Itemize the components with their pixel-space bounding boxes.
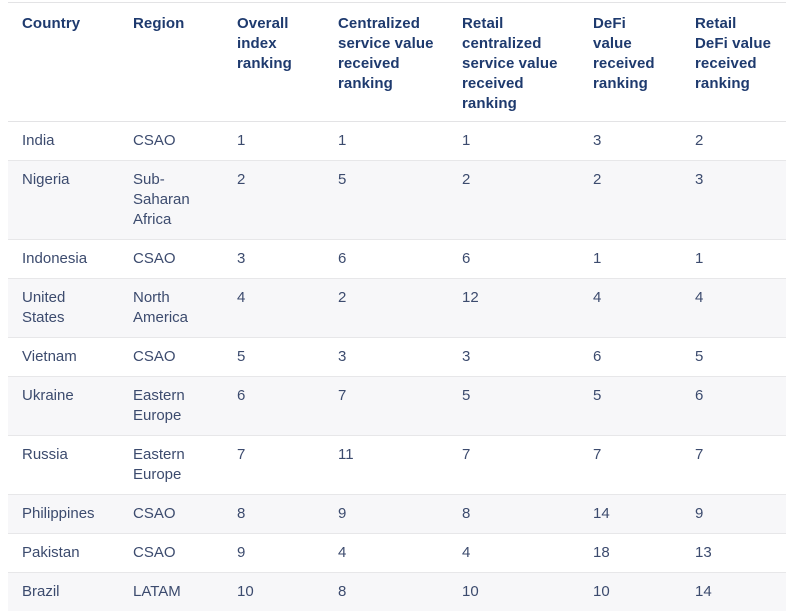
region-cell: CSAO xyxy=(133,505,176,522)
region-cell: LATAM xyxy=(133,583,181,600)
defi-value-ranking-cell: 7 xyxy=(593,446,602,463)
region-cell: CSAO xyxy=(133,348,176,365)
centralized-service-ranking-cell: 2 xyxy=(338,289,347,306)
country-cell: Brazil xyxy=(22,583,60,600)
defi-value-ranking-cell: 4 xyxy=(593,289,602,306)
country-cell: Ukraine xyxy=(22,387,74,404)
table-row-united-states: United States North America 4 2 12 4 4 xyxy=(8,278,786,338)
overall-index-ranking-cell: 1 xyxy=(237,132,246,149)
retail-centralized-ranking-cell: 1 xyxy=(462,132,471,149)
defi-value-ranking-cell: 1 xyxy=(593,250,602,267)
centralized-service-ranking-cell: 8 xyxy=(338,583,347,600)
defi-value-ranking-cell: 14 xyxy=(593,505,610,522)
header-row: Country Region Overall index ranking Cen… xyxy=(8,2,786,122)
region-cell: Eastern Europe xyxy=(133,446,185,483)
retail-centralized-ranking-cell: 7 xyxy=(462,446,471,463)
centralized-service-ranking-cell: 7 xyxy=(338,387,347,404)
retail-centralized-ranking-cell: 4 xyxy=(462,544,471,561)
centralized-service-ranking-cell: 11 xyxy=(338,446,354,463)
country-cell: Vietnam xyxy=(22,348,77,365)
country-cell: India xyxy=(22,132,55,149)
region-cell: CSAO xyxy=(133,544,176,561)
retail-centralized-ranking-cell: 3 xyxy=(462,348,471,365)
defi-value-ranking-cell: 10 xyxy=(593,583,610,600)
defi-value-ranking-cell: 6 xyxy=(593,348,602,365)
crypto-adoption-ranking-table: Country Region Overall index ranking Cen… xyxy=(8,2,786,611)
table-row-brazil: Brazil LATAM 10 8 10 10 14 xyxy=(8,572,786,611)
defi-value-ranking-cell: 3 xyxy=(593,132,602,149)
country-cell: Indonesia xyxy=(22,250,88,267)
table-row-ukraine: Ukraine Eastern Europe 6 7 5 5 6 xyxy=(8,376,786,436)
overall-index-ranking-cell: 8 xyxy=(237,505,246,522)
overall-index-ranking-cell: 9 xyxy=(237,544,246,561)
column-header-defi-value-received-ranking: DeFi value received ranking xyxy=(579,2,681,122)
retail-defi-ranking-cell: 14 xyxy=(695,583,712,600)
overall-index-ranking-cell: 2 xyxy=(237,171,246,188)
region-cell: Eastern Europe xyxy=(133,387,185,424)
retail-defi-ranking-cell: 13 xyxy=(695,544,712,561)
retail-centralized-ranking-cell: 5 xyxy=(462,387,471,404)
region-cell: CSAO xyxy=(133,132,176,149)
centralized-service-ranking-cell: 6 xyxy=(338,250,347,267)
centralized-service-ranking-cell: 4 xyxy=(338,544,347,561)
retail-defi-ranking-cell: 1 xyxy=(695,250,704,267)
retail-defi-ranking-cell: 9 xyxy=(695,505,704,522)
retail-centralized-ranking-cell: 8 xyxy=(462,505,471,522)
defi-value-ranking-cell: 2 xyxy=(593,171,602,188)
column-header-region: Region xyxy=(119,2,223,122)
country-cell: Philippines xyxy=(22,505,95,522)
retail-centralized-ranking-cell: 10 xyxy=(462,583,479,600)
table-row-philippines: Philippines CSAO 8 9 8 14 9 xyxy=(8,494,786,534)
centralized-service-ranking-cell: 5 xyxy=(338,171,347,188)
overall-index-ranking-cell: 10 xyxy=(237,583,254,600)
country-cell: Pakistan xyxy=(22,544,80,561)
region-cell: Sub-Saharan Africa xyxy=(133,171,190,228)
overall-index-ranking-cell: 3 xyxy=(237,250,246,267)
overall-index-ranking-cell: 4 xyxy=(237,289,246,306)
table-row-pakistan: Pakistan CSAO 9 4 4 18 13 xyxy=(8,533,786,573)
defi-value-ranking-cell: 5 xyxy=(593,387,602,404)
ranking-table-container: Country Region Overall index ranking Cen… xyxy=(8,2,786,611)
retail-defi-ranking-cell: 2 xyxy=(695,132,704,149)
column-header-retail-defi-value-received-ranking: Retail DeFi value received ranking xyxy=(681,2,786,122)
country-cell: Russia xyxy=(22,446,68,463)
retail-defi-ranking-cell: 7 xyxy=(695,446,704,463)
retail-centralized-ranking-cell: 6 xyxy=(462,250,471,267)
table-row-nigeria: Nigeria Sub-Saharan Africa 2 5 2 2 3 xyxy=(8,160,786,240)
country-cell: Nigeria xyxy=(22,171,70,188)
overall-index-ranking-cell: 5 xyxy=(237,348,246,365)
table-row-indonesia: Indonesia CSAO 3 6 6 1 1 xyxy=(8,239,786,279)
column-header-centralized-service-value-received-ranking: Centralized service value received ranki… xyxy=(324,2,448,122)
overall-index-ranking-cell: 6 xyxy=(237,387,246,404)
table-row-india: India CSAO 1 1 1 3 2 xyxy=(8,122,786,161)
column-header-country: Country xyxy=(8,2,119,122)
retail-defi-ranking-cell: 4 xyxy=(695,289,704,306)
country-cell: United States xyxy=(22,289,66,326)
retail-centralized-ranking-cell: 2 xyxy=(462,171,471,188)
centralized-service-ranking-cell: 1 xyxy=(338,132,347,149)
defi-value-ranking-cell: 18 xyxy=(593,544,610,561)
table-row-vietnam: Vietnam CSAO 5 3 3 6 5 xyxy=(8,337,786,377)
column-header-overall-index-ranking: Overall index ranking xyxy=(223,2,324,122)
overall-index-ranking-cell: 7 xyxy=(237,446,246,463)
region-cell: CSAO xyxy=(133,250,176,267)
retail-centralized-ranking-cell: 12 xyxy=(462,289,479,306)
centralized-service-ranking-cell: 9 xyxy=(338,505,347,522)
table-row-russia: Russia Eastern Europe 7 11 7 7 7 xyxy=(8,435,786,495)
retail-defi-ranking-cell: 3 xyxy=(695,171,704,188)
column-header-retail-centralized-service-value-received-ranking: Retail centralized service value receive… xyxy=(448,2,579,122)
retail-defi-ranking-cell: 6 xyxy=(695,387,704,404)
retail-defi-ranking-cell: 5 xyxy=(695,348,704,365)
centralized-service-ranking-cell: 3 xyxy=(338,348,347,365)
region-cell: North America xyxy=(133,289,189,326)
